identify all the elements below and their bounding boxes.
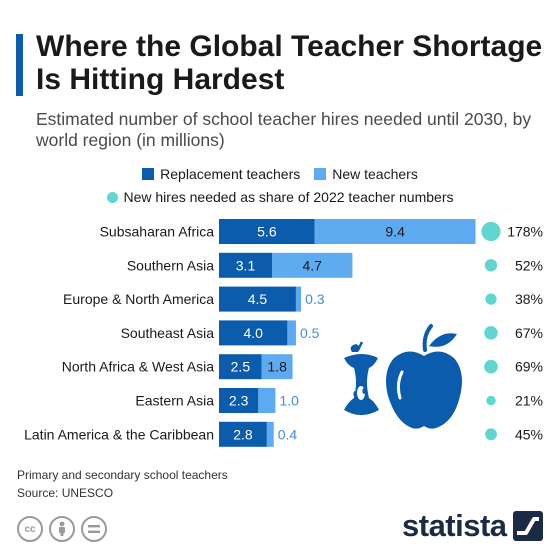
share-label: 21% <box>515 393 543 409</box>
bar-replacement <box>219 252 273 278</box>
value-label-replacement: 2.8 <box>233 426 253 442</box>
value-label-new: 0.5 <box>300 325 320 341</box>
bar-replacement <box>219 320 288 346</box>
share-dot <box>485 293 497 305</box>
share-dot <box>486 395 496 406</box>
footnote: Primary and secondary school teachers So… <box>17 466 228 502</box>
category-label: Eastern Asia <box>135 393 214 409</box>
value-label-new: 0.3 <box>305 291 325 307</box>
share-label: 178% <box>507 224 543 240</box>
nd-icon[interactable] <box>81 516 107 542</box>
share-dot <box>484 259 498 272</box>
bar-new <box>314 219 476 244</box>
value-label-replacement: 2.3 <box>229 393 249 409</box>
apple-illustration <box>344 324 462 429</box>
bar-new <box>266 421 274 447</box>
value-label-replacement: 2.5 <box>231 359 251 375</box>
value-label-new: 9.4 <box>385 224 405 240</box>
statista-logo-icon <box>512 511 543 541</box>
footnote-source: Source: UNESCO <box>17 486 114 500</box>
value-label-replacement: 3.1 <box>236 257 256 273</box>
category-label: North Africa & West Asia <box>62 359 214 375</box>
by-icon[interactable] <box>49 516 75 542</box>
license-icons: cc <box>17 516 107 542</box>
legend-swatch-replacement <box>142 168 155 180</box>
bar-new <box>272 252 353 278</box>
value-label-new: 1.8 <box>267 359 287 375</box>
legend: Replacement teachers New teachers New hi… <box>0 164 560 207</box>
apple-icon <box>386 324 462 429</box>
legend-item-new: New teachers <box>314 166 418 182</box>
apple-core-icon <box>344 341 379 415</box>
legend-label-new: New teachers <box>332 166 418 182</box>
bar-replacement <box>219 421 267 447</box>
share-label: 67% <box>515 325 543 341</box>
bar-replacement <box>219 388 259 413</box>
bar-new <box>295 286 302 312</box>
brand-name: statista <box>402 508 507 543</box>
share-label: 69% <box>515 359 543 375</box>
value-label-new: 0.4 <box>278 426 298 442</box>
bar-replacement <box>219 286 296 312</box>
legend-label-share: New hires needed as share of 2022 teache… <box>123 189 454 205</box>
footnote-note: Primary and secondary school teachers <box>17 468 228 482</box>
category-label: Subsaharan Africa <box>100 224 215 240</box>
statista-logo[interactable]: statista <box>402 508 543 544</box>
bar-new <box>287 320 296 346</box>
share-label: 38% <box>515 291 543 307</box>
value-label-replacement: 5.6 <box>257 224 277 240</box>
category-label: Southern Asia <box>127 257 214 273</box>
category-label: Latin America & the Caribbean <box>24 426 214 442</box>
legend-item-replacement: Replacement teachers <box>142 166 300 182</box>
share-dot <box>484 326 498 340</box>
share-label: 45% <box>515 426 543 442</box>
title-accent-bar <box>16 34 23 96</box>
chart-subtitle: Estimated number of school teacher hires… <box>36 109 532 150</box>
share-dot <box>485 428 497 441</box>
share-dot <box>484 359 498 374</box>
bar-new <box>258 388 276 413</box>
category-label: Southeast Asia <box>121 325 215 341</box>
value-label-replacement: 4.0 <box>243 325 263 341</box>
share-label: 52% <box>515 257 543 273</box>
legend-swatch-new <box>314 168 327 180</box>
chart-title: Where the Global Teacher Shortage Is Hit… <box>36 30 543 96</box>
share-dot <box>481 221 501 242</box>
legend-label-replacement: Replacement teachers <box>160 166 301 182</box>
value-label-new: 1.0 <box>279 393 299 409</box>
cc-icon[interactable]: cc <box>17 516 43 542</box>
bar-replacement <box>219 354 262 380</box>
bar-replacement <box>219 219 315 244</box>
value-label-new: 4.7 <box>302 257 322 273</box>
value-label-replacement: 4.5 <box>248 291 268 307</box>
legend-swatch-share <box>106 191 118 203</box>
category-label: Europe & North America <box>63 291 214 307</box>
legend-item-share: New hires needed as share of 2022 teache… <box>106 189 454 205</box>
bar-new <box>261 354 293 380</box>
